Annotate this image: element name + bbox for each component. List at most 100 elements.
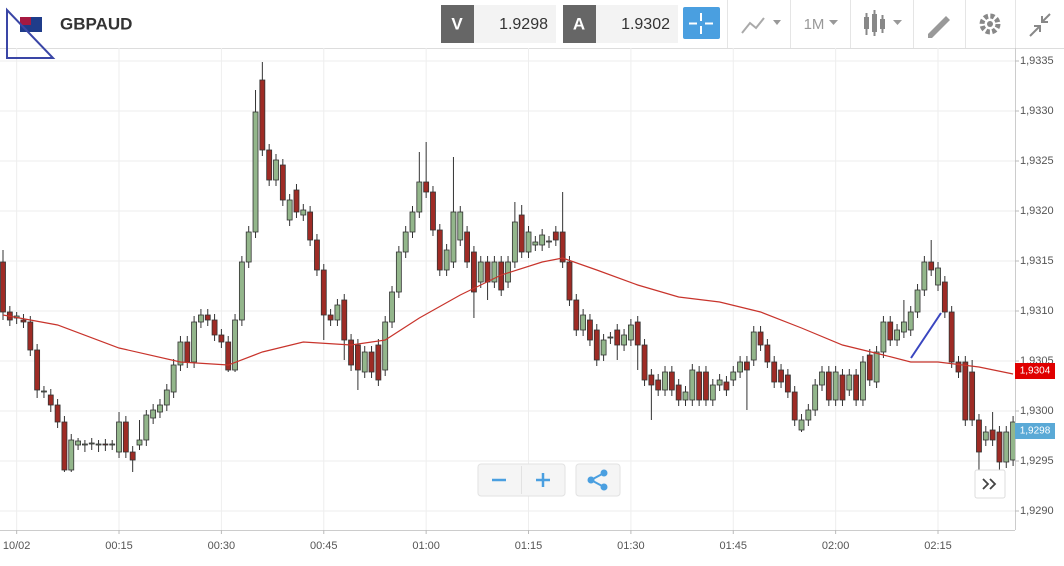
candle-body	[102, 443, 109, 446]
candle-icon[interactable]	[864, 10, 885, 36]
candle-body	[546, 240, 552, 243]
candle-body	[703, 371, 709, 401]
candle-body	[839, 374, 846, 401]
bid-box[interactable]	[474, 5, 556, 43]
y-tick-label: 1,9330	[1020, 105, 1054, 117]
share-button[interactable]	[575, 463, 621, 497]
candle-body	[1010, 421, 1016, 461]
candle-body	[853, 374, 860, 401]
candle-body	[791, 391, 798, 421]
flag-icon-part	[20, 17, 31, 25]
candle-body	[177, 341, 184, 366]
x-tick-label: 10/02	[3, 540, 31, 552]
candle-body	[600, 339, 607, 356]
zoom-in-button[interactable]	[536, 473, 550, 487]
candle-body	[307, 211, 314, 241]
candle-body	[880, 321, 887, 353]
candle-body	[518, 214, 525, 253]
candle-body	[948, 311, 955, 363]
candle-body	[587, 319, 593, 341]
candle-body	[873, 351, 880, 383]
candle-body	[218, 334, 225, 343]
candle-body	[457, 211, 464, 241]
share-icon-lines	[590, 472, 605, 488]
candle-body	[532, 241, 539, 246]
crosshair-button[interactable]	[683, 7, 720, 39]
bid-label-box[interactable]	[441, 5, 474, 43]
candle-body	[259, 79, 266, 151]
y-tick-label: 1,9315	[1020, 255, 1054, 267]
candle-body	[696, 371, 703, 401]
candle-body	[860, 361, 866, 401]
candle-body	[211, 319, 218, 336]
candle-body	[232, 319, 238, 371]
crosshair-icon	[689, 13, 713, 34]
candle-body	[320, 269, 327, 316]
collapse-icon[interactable]	[1029, 13, 1051, 37]
candle-body	[621, 334, 627, 346]
candle-body	[150, 409, 157, 419]
candle-body	[928, 261, 935, 271]
candle-body	[75, 440, 81, 446]
candle-body	[866, 354, 873, 381]
candle-body	[395, 251, 402, 293]
candle-body	[805, 409, 812, 421]
price-marker	[1015, 423, 1055, 439]
candle-body	[750, 331, 757, 361]
candle-body	[198, 314, 204, 323]
timeframe-button[interactable]: 1M	[804, 16, 825, 33]
candle-body	[552, 231, 559, 241]
candle-body	[443, 249, 450, 271]
candle-body	[334, 304, 341, 321]
candle-body	[716, 379, 723, 386]
candle-body	[744, 361, 750, 371]
candle-body	[204, 314, 211, 321]
candle-body	[969, 371, 976, 421]
candle-body	[634, 321, 641, 346]
ask-label: A	[573, 14, 585, 33]
candle-body	[798, 419, 805, 431]
candle-body	[982, 431, 989, 441]
candle-body	[314, 239, 320, 271]
candle-body	[675, 384, 682, 401]
dropdown-arrow	[773, 20, 781, 25]
candle-body	[894, 329, 900, 341]
candle-body	[143, 414, 150, 441]
candle-body	[648, 374, 655, 386]
candle-body	[771, 361, 778, 383]
settings-icon[interactable]	[979, 13, 1001, 35]
candle-body	[709, 384, 716, 401]
candle-body	[846, 374, 853, 391]
candle-body	[662, 371, 668, 391]
candle-body	[341, 299, 348, 341]
candle-body	[409, 211, 416, 233]
ask-label-box[interactable]	[563, 5, 596, 43]
ask-box[interactable]	[596, 5, 678, 43]
candle-body	[976, 419, 982, 453]
candle-body	[607, 336, 614, 339]
trend-line-drawing	[910, 312, 942, 359]
plot-area	[0, 48, 1016, 530]
candle-body	[737, 361, 743, 373]
candle-body	[368, 351, 375, 373]
candle-body	[907, 311, 914, 331]
candle-body	[382, 321, 389, 371]
candle-body	[921, 261, 928, 291]
candle-body	[122, 421, 129, 453]
ask-price: 1.9302	[621, 16, 670, 33]
candle-body	[170, 364, 177, 393]
candle-body	[962, 361, 969, 421]
drawing-triangle	[6, 7, 56, 59]
candle-body	[129, 451, 136, 461]
symbol: GBPAUD	[60, 14, 132, 33]
moving-average-line	[2, 257, 1014, 375]
y-tick-label: 1,9325	[1020, 155, 1054, 167]
scroll-end-button[interactable]	[974, 469, 1006, 499]
candle-body	[825, 371, 832, 401]
chart-type-icon[interactable]	[741, 17, 765, 34]
candle-body	[20, 319, 27, 323]
draw-tool-icon[interactable]	[928, 16, 950, 38]
x-tick-label: 00:30	[208, 540, 236, 552]
x-tick-label: 01:45	[720, 540, 748, 552]
